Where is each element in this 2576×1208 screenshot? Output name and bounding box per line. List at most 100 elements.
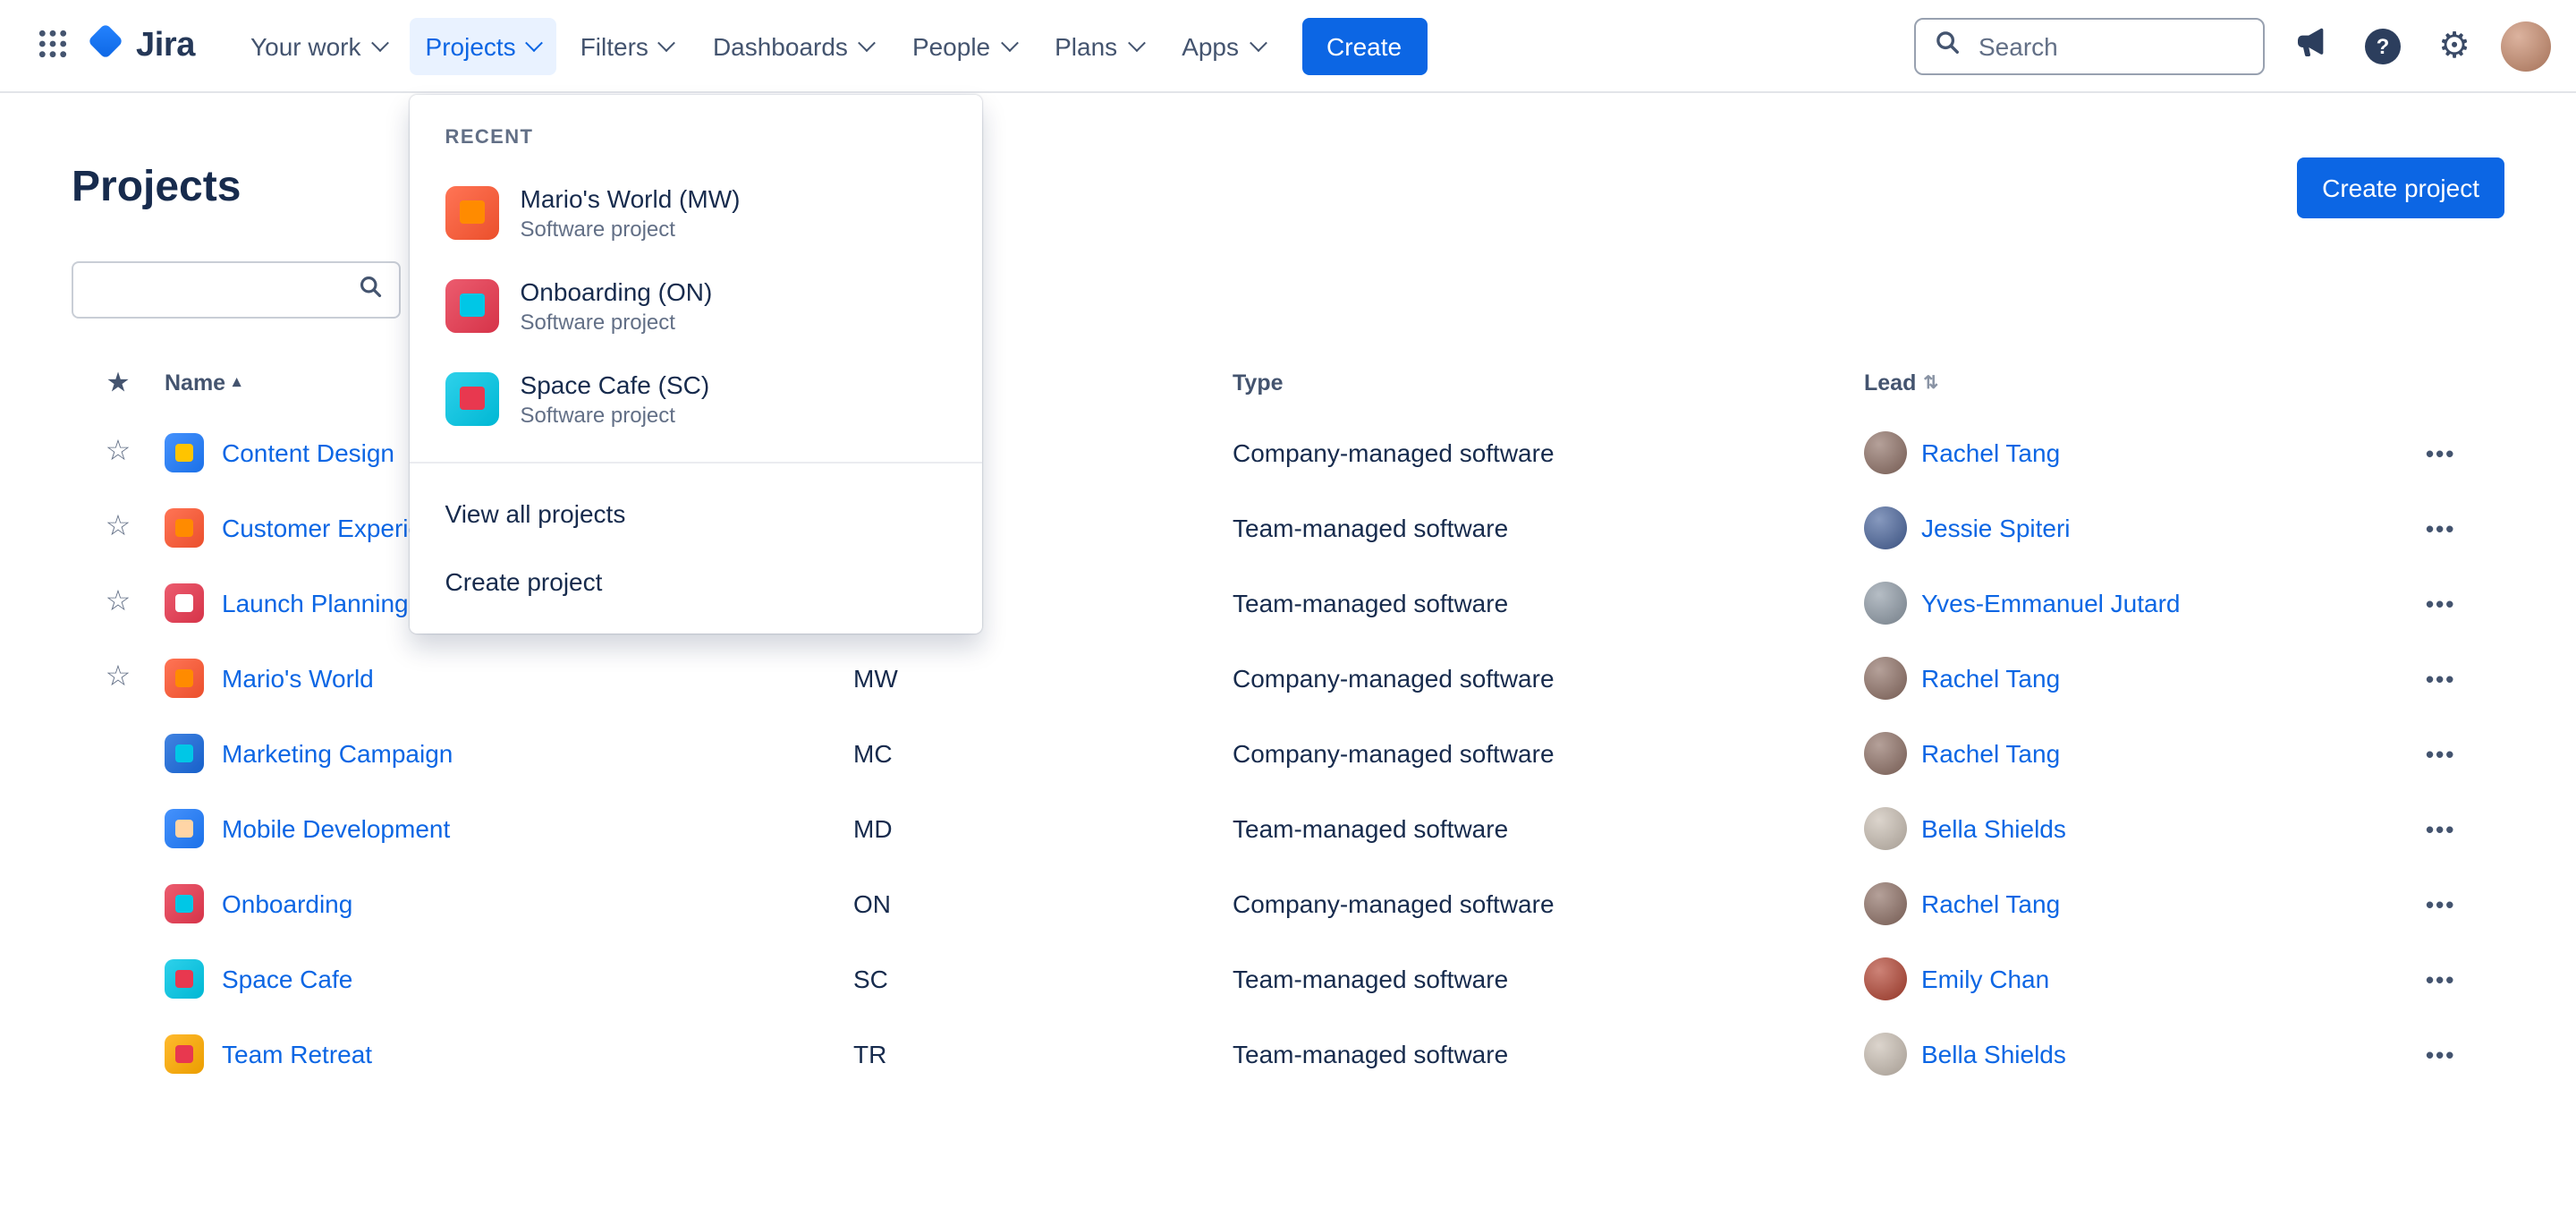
more-actions-button[interactable]: ••• [2419,733,2462,774]
name-column-header[interactable]: Name ▴ [165,370,242,396]
project-key: MW [853,664,898,693]
user-avatar[interactable] [2501,21,2551,71]
project-link[interactable]: Space Cafe [222,965,353,993]
help-icon: ? [2365,28,2401,64]
project-key: SC [853,965,888,993]
more-actions-button[interactable]: ••• [2419,507,2462,549]
app-grid-icon [37,28,67,64]
project-type: Company-managed software [1233,438,1555,467]
lead-link[interactable]: Bella Shields [1921,1040,2066,1068]
project-icon [165,884,204,923]
projects-table: ★ Name ▴ Key Type Lead ⇅ ☆ Content Desig… [72,351,2504,1092]
nav-item-dashboards[interactable]: Dashboards [697,17,889,74]
project-type: Company-managed software [1233,739,1555,768]
search-input[interactable] [1975,30,2245,62]
avatar [1864,657,1907,700]
help-button[interactable]: ? [2358,21,2408,71]
app-switcher-button[interactable] [25,17,79,74]
projects-filter-input[interactable] [89,274,358,306]
more-actions-button[interactable]: ••• [2419,883,2462,924]
avatar [1864,506,1907,549]
menu-divider [409,461,982,463]
star-icon[interactable]: ☆ [105,437,131,467]
create-project-menu-link[interactable]: Create project [445,566,603,595]
project-type: Team-managed software [1233,514,1509,542]
top-navbar: Jira Your work Projects RECENT Mario's W… [0,0,2576,633]
table-row: ☆ Mobile Development MD Team-managed sof… [72,791,2504,866]
project-link[interactable]: Content Design [222,438,395,467]
primary-nav: Your work Projects RECENT Mario's World … [234,17,1280,633]
settings-button[interactable]: ⚙ [2429,21,2479,71]
projects-filter[interactable] [72,261,401,319]
project-type: Team-managed software [1233,965,1509,993]
lead-link[interactable]: Yves-Emmanuel Jutard [1921,589,2181,617]
lead-link[interactable]: Emily Chan [1921,965,2050,993]
project-icon [165,1034,204,1074]
more-actions-button[interactable]: ••• [2419,1034,2462,1075]
project-link[interactable]: Team Retreat [222,1040,373,1068]
nav-item-apps[interactable]: Apps [1165,17,1280,74]
table-row: ☆ Launch Planning Team-managed software … [72,566,2504,641]
chevron-down-icon [370,34,389,53]
view-all-projects-link[interactable]: View all projects [445,498,626,527]
nav-item-filters[interactable]: Filters [564,17,690,74]
lead-link[interactable]: Rachel Tang [1921,664,2061,693]
project-icon [445,185,499,239]
more-actions-button[interactable]: ••• [2419,658,2462,699]
project-type: Team-managed software [1233,589,1509,617]
page-title: Projects [72,163,242,211]
lead-column-header[interactable]: Lead ⇅ [1864,370,1939,396]
announcements-button[interactable] [2286,21,2336,71]
project-type: Company-managed software [1233,664,1555,693]
megaphone-icon [2293,25,2329,66]
more-actions-button[interactable]: ••• [2419,808,2462,849]
project-link[interactable]: Mobile Development [222,814,451,843]
lead-link[interactable]: Rachel Tang [1921,889,2061,918]
lead-link[interactable]: Jessie Spiteri [1921,514,2071,542]
star-icon[interactable]: ☆ [105,512,131,542]
project-key: ON [853,889,891,918]
lead-link[interactable]: Bella Shields [1921,814,2066,843]
lead-link[interactable]: Rachel Tang [1921,739,2061,768]
avatar [1864,1033,1907,1076]
table-row: ☆ Marketing Campaign MC Company-managed … [72,716,2504,791]
search-icon [358,273,383,307]
project-icon [165,659,204,698]
star-icon[interactable]: ☆ [105,587,131,617]
project-key: MD [853,814,893,843]
project-link[interactable]: Mario's World [222,664,374,693]
chevron-down-icon [858,34,876,53]
nav-item-plans[interactable]: Plans [1038,17,1158,74]
project-icon [165,508,204,548]
project-icon [165,734,204,773]
project-type: Team-managed software [1233,814,1509,843]
project-link[interactable]: Onboarding [222,889,353,918]
project-link[interactable]: Launch Planning [222,589,409,617]
nav-item-people[interactable]: People [896,17,1031,74]
star-icon[interactable]: ☆ [105,662,131,693]
project-link[interactable]: Marketing Campaign [222,739,453,768]
lead-link[interactable]: Rachel Tang [1921,438,2061,467]
more-actions-button[interactable]: ••• [2419,583,2462,624]
more-actions-button[interactable]: ••• [2419,432,2462,473]
type-column-header: Type [1233,370,1284,396]
gear-icon: ⚙ [2438,26,2470,65]
chevron-down-icon [525,34,544,53]
more-actions-button[interactable]: ••• [2419,958,2462,1000]
jira-logo[interactable]: Jira [79,21,209,70]
nav-item-projects[interactable]: Projects RECENT Mario's World (MW) Softw… [409,17,982,633]
recent-project-space-cafe[interactable]: Space Cafe (SC) Software project [410,352,982,445]
brand-wordmark: Jira [136,26,196,64]
navbar-right: ? ⚙ [1914,17,2551,74]
recent-project-onboarding[interactable]: Onboarding (ON) Software project [410,259,982,352]
global-search[interactable] [1914,17,2265,74]
recent-project-marios-world[interactable]: Mario's World (MW) Software project [410,166,982,259]
project-type: Team-managed software [1233,1040,1509,1068]
projects-dropdown-menu: RECENT Mario's World (MW) Software proje… [409,94,982,633]
nav-item-your-work[interactable]: Your work [234,17,402,74]
table-row: ☆ Content Design Company-managed softwar… [72,415,2504,490]
avatar [1864,582,1907,625]
create-project-button[interactable]: Create project [2297,157,2504,218]
table-row: ☆ Onboarding ON Company-managed software… [72,866,2504,941]
create-button[interactable]: Create [1301,17,1428,74]
